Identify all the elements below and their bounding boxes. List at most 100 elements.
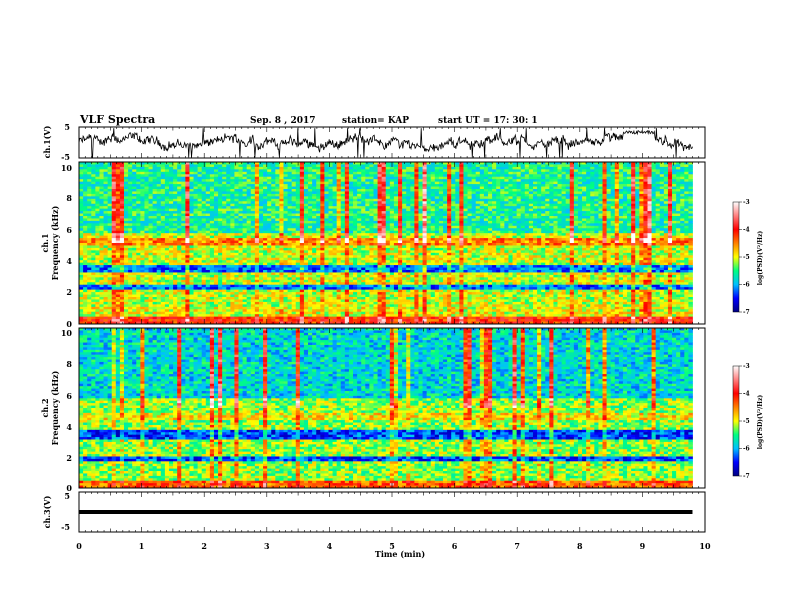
spectrogram-cell [361,213,366,217]
spectrogram-cell [148,211,154,214]
spectrogram-cell [344,193,350,197]
spectrogram-cell [226,201,231,205]
spectrogram-cell [258,220,264,224]
spectrogram-cell [524,193,530,197]
spectrogram-cell [287,208,293,212]
spectrogram-cell [663,162,669,165]
spectrogram-cell [680,220,685,224]
spectrogram-cell [361,189,366,192]
spectrogram-cell [398,218,403,222]
spectrogram-cell [197,225,203,229]
spectrogram-cell [622,233,628,237]
spectrogram-cell [279,179,284,183]
spectrogram-cell [164,196,170,200]
spectrogram-cell [168,176,174,180]
spectrogram-cell [353,179,358,183]
spectrogram-cell [230,238,235,241]
spectrogram-cell [398,223,403,227]
spectrogram-cell [308,162,313,165]
spectrogram-cell [676,181,681,185]
spectrogram-cell [610,181,616,185]
spectrogram-cell [402,235,407,239]
spectrogram-cell [87,220,92,224]
spectrogram-cell [635,193,640,197]
spectrogram-cell [520,164,526,168]
spectrogram-cell [430,169,436,173]
spectrogram-cell [553,238,558,241]
spectrogram-cell [504,208,509,212]
spectrogram-cell [410,174,415,178]
spectrogram-cell [655,164,661,168]
spectrogram-cell [688,184,693,187]
spectrogram-cell [222,218,227,222]
spectrogram-cell [443,198,448,202]
spectrogram-cell [275,193,280,197]
spectrogram-cell [398,216,403,219]
spectrogram-cell [651,179,657,183]
spectrogram-cell [222,191,227,195]
spectrogram-cell [471,211,477,214]
spectrogram-cell [308,238,313,241]
spectrogram-cell [365,169,370,173]
spectrogram-cell [512,223,518,227]
spectrogram-cell [173,186,178,190]
spectrogram-cell [156,225,162,229]
spectrogram-cell [602,203,607,207]
spectrogram-cell [111,230,117,234]
spectrogram-cell [639,189,644,192]
spectrogram-cell [504,203,509,207]
spectrogram-cell [205,203,211,207]
spectrogram-cell [606,216,612,219]
spectrogram-cell [643,218,648,222]
spectrogram-cell [447,166,452,170]
spectrogram-cell [467,166,473,170]
spectrogram-cell [348,186,354,190]
spectrogram-cell [111,179,117,183]
spectrogram-cell [377,189,383,192]
spectrogram-cell [582,216,587,219]
spectrogram-cell [451,228,456,232]
spectrogram-cell [205,174,211,178]
spectrogram-cell [573,218,579,222]
spectrogram-cell [168,181,174,185]
spectrogram-cell [508,203,513,207]
spectrogram-cell [107,235,113,239]
spectrogram-cell [541,230,546,234]
spectrogram-cell [320,181,325,185]
spectrogram-cell [250,181,256,185]
spectrogram-cell [177,201,182,205]
spectrogram-cell [271,238,276,241]
spectrogram-cell [123,162,129,165]
spectrogram-cell [541,171,546,175]
spectrogram-cell [263,193,268,197]
spectrogram-cell [651,176,657,180]
spectrogram-cell [434,166,440,170]
spectrogram-cell [631,184,636,187]
spectrogram-cell [263,186,268,190]
spectrogram-cell [479,176,485,180]
spectrogram-cell [586,203,591,207]
spectrogram-cell [606,235,612,239]
spectrogram-cell [475,181,481,185]
spectrogram-cell [389,176,395,180]
spectrogram-cell [414,218,419,222]
spectrogram-cell [250,191,256,195]
spectrogram-cell [197,193,203,197]
spectrogram-cell [573,164,579,168]
spectrogram-cell [340,218,346,222]
spectrogram-cell [451,164,456,168]
spectrogram-cell [226,198,231,202]
spectrogram-cell [455,228,460,232]
spectrogram-cell [132,174,137,178]
spectrogram-cell [496,196,501,200]
spectrogram-cell [226,193,231,197]
spectrogram-cell [393,223,399,227]
spectrogram-cell [279,193,284,197]
spectrogram-cell [577,206,583,210]
spectrogram-cell [430,211,436,214]
spectrogram-cell [398,162,403,165]
spectrogram-cell [688,220,693,224]
spectrogram-cell [402,213,407,217]
spectrogram-cell [123,184,129,187]
spectrogram-cell [598,186,603,190]
